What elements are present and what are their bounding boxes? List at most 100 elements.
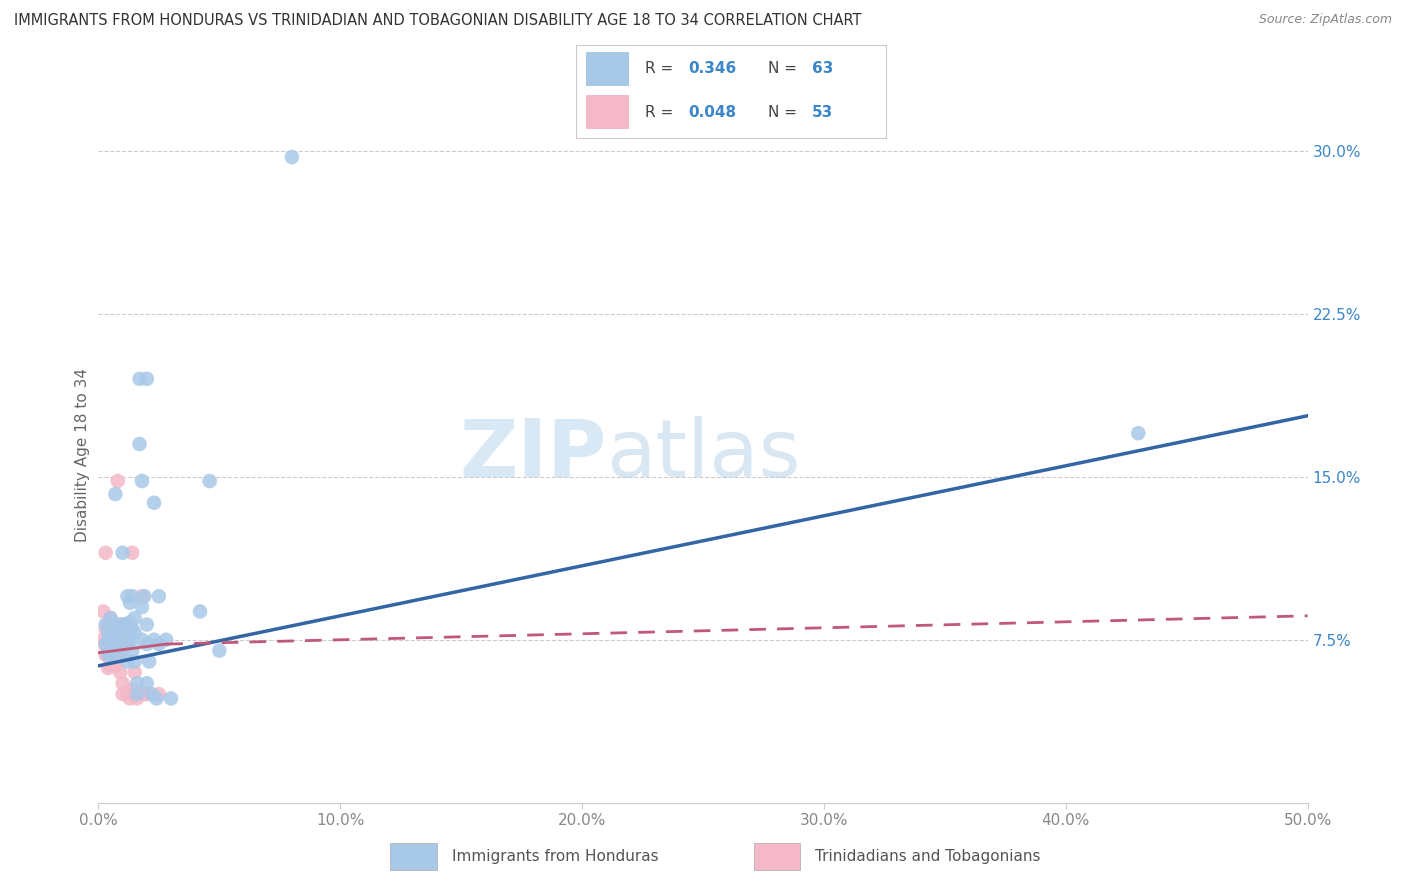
Text: R =: R = [644, 104, 678, 120]
Point [118, 691, 141, 706]
Point [111, 687, 134, 701]
Point [107, 635, 129, 649]
Point [97, 648, 120, 662]
Point [100, 648, 122, 662]
Point [135, 372, 157, 386]
Point [100, 626, 122, 640]
Point [127, 676, 149, 690]
Point [107, 617, 129, 632]
FancyBboxPatch shape [586, 52, 628, 86]
Point [121, 622, 143, 636]
Point [104, 626, 127, 640]
Point [100, 648, 122, 662]
Point [148, 637, 170, 651]
Point [97, 632, 120, 647]
Text: 53: 53 [811, 104, 832, 120]
Point [117, 622, 139, 636]
Point [100, 624, 122, 638]
Point [143, 496, 166, 510]
Point [128, 372, 150, 386]
Point [94, 648, 117, 662]
Point [91, 605, 114, 619]
Point [104, 626, 127, 640]
FancyBboxPatch shape [391, 843, 436, 870]
FancyBboxPatch shape [586, 95, 628, 129]
Point [101, 632, 124, 647]
Y-axis label: Disability Age 18 to 34: Disability Age 18 to 34 [75, 368, 90, 542]
Point [97, 661, 120, 675]
Text: 63: 63 [811, 62, 832, 77]
Text: 0.346: 0.346 [688, 62, 737, 77]
Point [104, 658, 127, 673]
Point [131, 474, 153, 488]
Point [208, 643, 231, 657]
Point [107, 624, 129, 638]
Point [100, 658, 122, 673]
Point [108, 632, 131, 647]
Point [97, 624, 120, 638]
Point [131, 632, 153, 647]
Point [94, 546, 117, 560]
Point [1128, 426, 1150, 441]
Point [107, 632, 129, 647]
Point [198, 474, 221, 488]
Point [108, 617, 131, 632]
Point [131, 589, 153, 603]
Text: N =: N = [768, 104, 801, 120]
Point [131, 600, 153, 615]
Point [118, 615, 141, 630]
Point [127, 687, 149, 701]
Point [108, 648, 131, 662]
FancyBboxPatch shape [754, 843, 800, 870]
Point [97, 626, 120, 640]
Point [101, 632, 124, 647]
Point [114, 617, 136, 632]
Point [100, 611, 122, 625]
Point [94, 617, 117, 632]
Point [100, 635, 122, 649]
Text: atlas: atlas [606, 416, 800, 494]
Point [101, 643, 124, 657]
Text: Trinidadians and Tobagonians: Trinidadians and Tobagonians [815, 849, 1040, 863]
Text: Source: ZipAtlas.com: Source: ZipAtlas.com [1258, 13, 1392, 27]
Point [135, 637, 157, 651]
Point [101, 617, 124, 632]
Point [101, 643, 124, 657]
Point [117, 637, 139, 651]
Point [114, 639, 136, 653]
Point [160, 691, 183, 706]
Point [117, 589, 139, 603]
Point [111, 626, 134, 640]
Point [188, 605, 211, 619]
Point [107, 626, 129, 640]
Point [121, 643, 143, 657]
Text: Immigrants from Honduras: Immigrants from Honduras [453, 849, 658, 863]
Point [111, 622, 134, 636]
Point [145, 691, 167, 706]
Text: IMMIGRANTS FROM HONDURAS VS TRINIDADIAN AND TOBAGONIAN DISABILITY AGE 18 TO 34 C: IMMIGRANTS FROM HONDURAS VS TRINIDADIAN … [14, 13, 862, 29]
Point [108, 665, 131, 680]
Point [104, 637, 127, 651]
Point [94, 637, 117, 651]
Point [111, 546, 134, 560]
Point [141, 687, 163, 701]
Point [155, 632, 177, 647]
Point [121, 589, 143, 603]
Text: N =: N = [768, 62, 801, 77]
Point [118, 632, 141, 647]
Point [117, 687, 139, 701]
Point [138, 655, 160, 669]
Point [124, 655, 146, 669]
Point [124, 626, 146, 640]
Point [134, 589, 156, 603]
Point [101, 632, 124, 647]
Point [107, 474, 129, 488]
Point [100, 611, 122, 625]
Point [91, 632, 114, 647]
Point [128, 437, 150, 451]
Point [134, 687, 156, 701]
Point [107, 637, 129, 651]
Point [121, 682, 143, 697]
Point [97, 648, 120, 662]
Point [127, 687, 149, 701]
